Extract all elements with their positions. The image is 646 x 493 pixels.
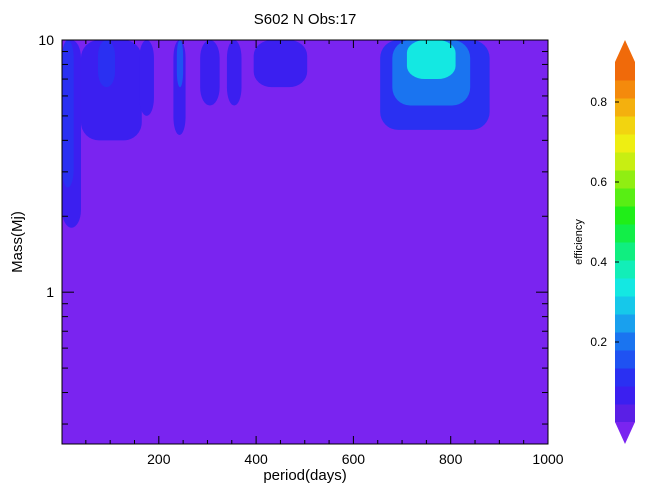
colorbar-segment bbox=[615, 350, 635, 369]
efficiency-region-12 bbox=[406, 40, 456, 80]
colorbar-segment bbox=[615, 134, 635, 153]
y-axis: 1 10 bbox=[38, 32, 548, 425]
plot-area bbox=[61, 39, 549, 445]
colorbar-segment bbox=[615, 224, 635, 243]
y-tick-label: 1 bbox=[46, 284, 54, 300]
colorbar-segment bbox=[615, 314, 635, 333]
colorbar-tick-label: 0.6 bbox=[590, 175, 607, 189]
efficiency-region-7 bbox=[200, 40, 220, 106]
y-tick-label: 10 bbox=[38, 32, 54, 48]
colorbar-segment bbox=[615, 260, 635, 279]
colorbar-segment bbox=[615, 242, 635, 261]
colorbar-segment bbox=[615, 62, 635, 81]
colorbar-under-arrow bbox=[615, 422, 635, 444]
efficiency-region-4 bbox=[139, 40, 154, 116]
efficiency-region-3 bbox=[98, 40, 116, 88]
colorbar-segment bbox=[615, 332, 635, 351]
colorbar-label: efficiency bbox=[573, 219, 585, 265]
chart-title: S602 N Obs:17 bbox=[254, 11, 357, 28]
colorbar-segment bbox=[615, 170, 635, 189]
efficiency-region-6 bbox=[176, 40, 184, 88]
colorbar-tick-label: 0.4 bbox=[590, 255, 607, 269]
x-tick-label: 800 bbox=[439, 451, 463, 467]
x-tick-label: 400 bbox=[244, 451, 268, 467]
y-axis-label: Mass(Mj) bbox=[9, 211, 26, 273]
colorbar-segment bbox=[615, 116, 635, 135]
colorbar-segment bbox=[615, 368, 635, 387]
colorbar-segment bbox=[615, 80, 635, 99]
x-tick-label: 200 bbox=[147, 451, 171, 467]
colorbar: 0.2 0.4 0.6 0.8 bbox=[590, 40, 635, 444]
colorbar-segment bbox=[615, 278, 635, 297]
x-axis: 200 400 600 800 1000 bbox=[85, 40, 564, 467]
efficiency-regions bbox=[62, 40, 490, 228]
efficiency-region-9 bbox=[253, 40, 308, 88]
x-tick-label: 600 bbox=[342, 451, 366, 467]
efficiency-region-8 bbox=[226, 40, 242, 106]
colorbar-tick-label: 0.8 bbox=[590, 95, 607, 109]
efficiency-region-2 bbox=[80, 40, 142, 141]
colorbar-segment bbox=[615, 296, 635, 315]
x-axis-label: period(days) bbox=[263, 467, 346, 484]
x-tick-label: 1000 bbox=[532, 451, 563, 467]
colorbar-segment bbox=[615, 98, 635, 117]
colorbar-tick-label: 0.2 bbox=[590, 335, 607, 349]
colorbar-segment bbox=[615, 206, 635, 225]
colorbar-segment bbox=[615, 188, 635, 207]
colorbar-segment bbox=[615, 152, 635, 171]
colorbar-segment bbox=[615, 404, 635, 423]
colorbar-segment bbox=[615, 386, 635, 405]
colorbar-over-arrow bbox=[615, 40, 635, 62]
efficiency-region-1 bbox=[62, 40, 74, 188]
